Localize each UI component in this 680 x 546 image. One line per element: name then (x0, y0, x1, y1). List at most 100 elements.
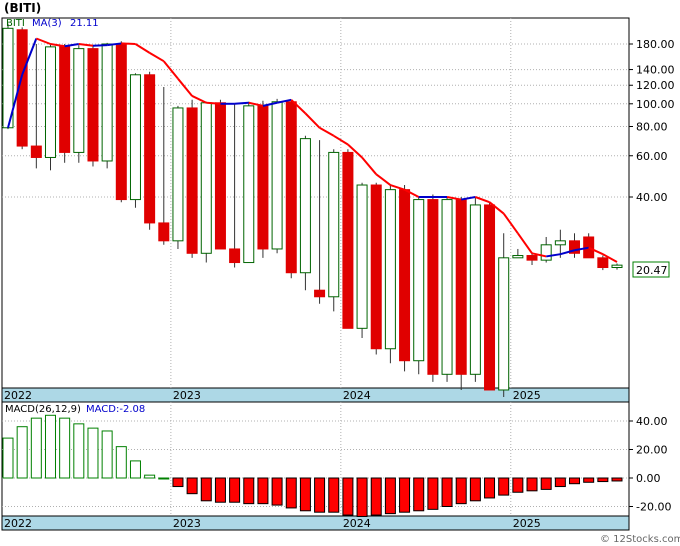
candle (229, 103, 241, 268)
ma-segment (602, 253, 618, 263)
macd-bar (87, 427, 99, 479)
candle (144, 71, 156, 230)
ma-segment (78, 43, 94, 47)
price-tick-label: 180.00 (636, 38, 675, 51)
candle-body (399, 189, 411, 362)
watermark: © 12Stocks.com (600, 534, 680, 545)
macd-bar (498, 477, 510, 496)
candle-body (299, 138, 311, 274)
candle-body (328, 151, 340, 298)
ma-segment (319, 126, 335, 137)
ma-segment (35, 37, 51, 45)
candle (455, 197, 467, 390)
candle (214, 99, 226, 250)
candle (158, 86, 170, 245)
candle-body (16, 29, 28, 147)
candle (101, 42, 113, 169)
ma-segment (531, 252, 547, 258)
candle-body (257, 105, 269, 250)
ma-segment (262, 101, 278, 107)
ma-segment (92, 44, 108, 47)
year-label-macd: 2024 (343, 517, 371, 530)
macd-bar (399, 477, 411, 513)
candle (526, 253, 538, 265)
ma-segment (149, 51, 165, 63)
candle (469, 197, 481, 382)
macd-bar (356, 477, 368, 517)
macd-bar (611, 477, 623, 482)
macd-bar (59, 417, 71, 479)
candle-body (158, 222, 170, 242)
macd-bar (129, 460, 141, 479)
candle-body (314, 289, 326, 298)
ma-segment (502, 212, 519, 234)
macd-bar (115, 446, 127, 479)
macd-bar (526, 477, 538, 492)
year-label-price: 2024 (343, 389, 371, 402)
ma-segment (304, 112, 321, 129)
candle (569, 233, 581, 258)
ma-segment (390, 184, 405, 191)
year-label-macd: 2025 (513, 517, 541, 530)
ma-segment (488, 201, 505, 215)
year-label-price: 2023 (173, 389, 201, 402)
ticker-legend: BITI (6, 18, 25, 29)
candle (44, 44, 56, 171)
candle-body (186, 107, 198, 254)
candle (540, 236, 552, 263)
candle (384, 185, 396, 364)
candle (30, 44, 42, 169)
candle (484, 202, 496, 391)
ma-segment (361, 156, 377, 175)
candle-body (441, 199, 453, 375)
ma-segment (7, 74, 24, 129)
macd-bar (257, 477, 269, 505)
ma-segment (475, 196, 490, 204)
candle-body (44, 46, 56, 158)
macd-bar (158, 477, 170, 480)
candle-body (30, 145, 42, 158)
candle-body (498, 257, 510, 391)
candle-body (526, 255, 538, 261)
candle-body (285, 101, 297, 274)
macd-bar (540, 477, 552, 490)
macd-bar (569, 477, 581, 485)
macd-tick-label: 40.00 (636, 415, 668, 428)
macd-bar (597, 477, 609, 483)
macd-bar (144, 474, 156, 479)
ma-segment (191, 95, 207, 104)
macd-legend-value: MACD:-2.08 (86, 404, 145, 415)
candle-body (243, 105, 255, 264)
candle-body (356, 184, 368, 329)
candle (172, 105, 184, 249)
candle-body (413, 199, 425, 362)
macd-bar (16, 426, 28, 479)
candle (16, 27, 28, 150)
candle (427, 194, 439, 382)
macd-bar (73, 423, 85, 479)
macd-bar (512, 477, 524, 493)
candle (498, 233, 510, 397)
ma-segment (461, 196, 476, 201)
year-label-price: 2022 (4, 389, 32, 402)
candle-body (200, 102, 212, 254)
price-tick-label: 140.00 (636, 64, 675, 77)
macd-bar (441, 477, 453, 507)
candle (328, 149, 340, 312)
macd-x-axis-band (1, 515, 630, 531)
macd-bar (469, 477, 481, 502)
macd-bar (172, 477, 184, 488)
candle-body (370, 184, 382, 350)
candle (271, 98, 283, 254)
year-label-macd: 2022 (4, 517, 32, 530)
candle (87, 45, 99, 167)
candle-body (87, 48, 99, 162)
candle (257, 100, 269, 258)
candle-body (554, 240, 566, 246)
candle-body (115, 43, 127, 201)
candle-body (101, 43, 113, 162)
ma-segment (375, 173, 391, 186)
ma-segment (121, 42, 136, 45)
ma-segment (588, 246, 604, 256)
price-tick-label: 60.00 (636, 150, 668, 163)
